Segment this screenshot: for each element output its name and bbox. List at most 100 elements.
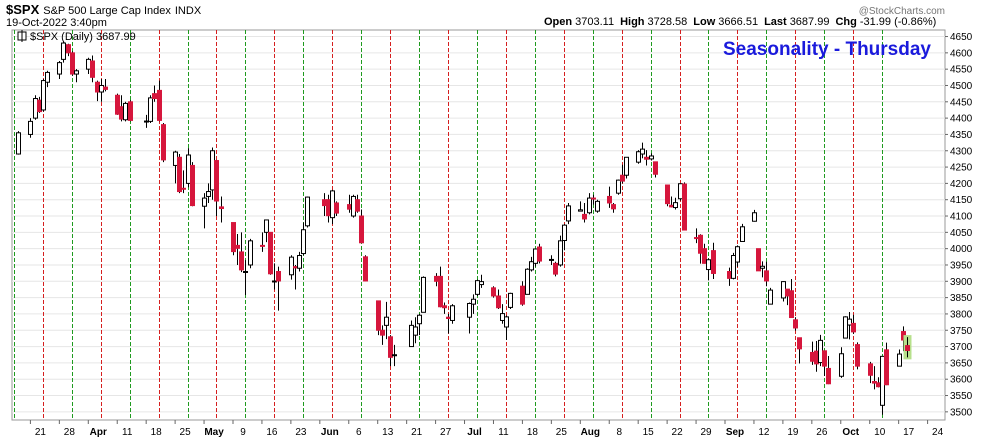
candle-body-up [595,200,600,212]
candle-body-up [843,316,848,339]
candle-body-up [28,120,33,135]
candle-body-down [591,197,596,200]
x-tick-label: 29 [701,427,713,438]
candle-body-down [90,60,95,78]
candle-body-down [334,202,339,214]
candle-body-up [781,281,786,299]
x-tick-label: May [204,427,224,438]
candle-body-up [640,148,645,155]
candle-body-up [636,151,641,163]
candle-body-down [239,251,244,271]
candle-body-up [297,255,302,269]
candle-body-down [268,231,273,275]
y-tick-label: 3700 [950,342,973,353]
candle-body-up [467,302,472,318]
candle-body-down [496,295,501,309]
candle-body-up [508,292,513,308]
candle-body-up [566,205,571,222]
candle-body-down [665,184,670,205]
candle-body-down [905,345,910,351]
candle-body-up [768,289,773,305]
candle-body-up [41,80,46,111]
candle-body-up [752,212,757,222]
candle-body-up [289,256,294,276]
candle-body-up [409,324,414,348]
candle-body-down [359,215,364,244]
candle-body-down [785,288,790,297]
legend-label: $SPX (Daily) 3687.99 [30,31,136,43]
candle-body-up [897,353,902,367]
candle-body-down [115,94,120,115]
candle-body-up [500,313,505,321]
candle-body-up [471,298,476,305]
candle-body-up [413,326,418,336]
y-tick-label: 3550 [950,391,973,402]
x-tick-label: 18 [151,427,163,438]
candle-body-up [61,42,66,60]
candle-body-up [202,197,207,207]
legend: $SPX (Daily) 3687.99 [17,30,136,43]
y-tick-label: 3600 [950,375,973,386]
candle-body-down [103,86,108,90]
y-tick-label: 4150 [950,195,973,206]
candle-body-down [388,336,393,358]
candle-body-down [276,271,281,282]
candle-body-down [826,367,831,385]
candle-body-down [376,300,381,331]
y-tick-label: 3950 [950,260,973,271]
y-tick-label: 4200 [950,179,973,190]
open-value: 3703.11 [575,16,614,28]
x-tick-label: 22 [672,427,684,438]
candle-body-down [868,363,873,376]
candle-body-up [99,84,104,93]
y-tick-label: 4300 [950,146,973,157]
candle-body-down [520,285,525,305]
x-tick-label: 28 [64,427,76,438]
watermark: @StockCharts.com [859,6,945,17]
candle-body-down [293,266,298,269]
candle-body-up [649,155,654,160]
x-tick-label: 25 [180,427,192,438]
candle-body-down [797,337,802,350]
candle-body-up [392,354,397,357]
candle-body-up [173,151,178,166]
candle-body-down [438,275,443,308]
candle-body-down [611,204,616,210]
candle-body-up [562,224,567,242]
candle-body-down [181,187,186,190]
last-label: Last [764,16,787,28]
candle-body-down [380,329,385,336]
x-tick-label: 17 [903,427,915,438]
x-tick-label: Jul [467,427,482,438]
candle-body-down [70,52,75,75]
y-tick-label: 4350 [950,130,973,141]
y-tick-label: 4400 [950,114,973,125]
candle-body-down [190,164,195,207]
candle-body-up [57,62,62,75]
candle-body-down [347,204,352,210]
x-tick-label: Oct [842,427,859,438]
candle-body-down [95,81,100,93]
grid-layer [12,36,945,413]
candle-body-down [727,271,732,279]
candle-body-down [682,183,687,231]
candle-body-up [148,97,153,122]
chg-value: -31.99 (-0.86%) [860,16,936,28]
candle-body-down [694,237,699,240]
candle-body-up [417,314,422,325]
candle-body-up [264,219,269,233]
header-exchange: INDX [175,5,202,17]
candle-body-up [186,154,191,184]
candle-body-up [529,261,534,271]
candle-body-down [793,319,798,329]
last-value: 3687.99 [790,16,830,28]
x-tick-label: 16 [266,427,278,438]
x-tick-label: 24 [932,427,944,438]
x-tick-label: 21 [35,427,47,438]
candle-body-up [706,259,711,271]
candle-body-up [450,305,455,321]
candle-body-down [355,199,360,212]
candle-body-up [45,71,50,83]
candle-body-down [363,256,368,282]
